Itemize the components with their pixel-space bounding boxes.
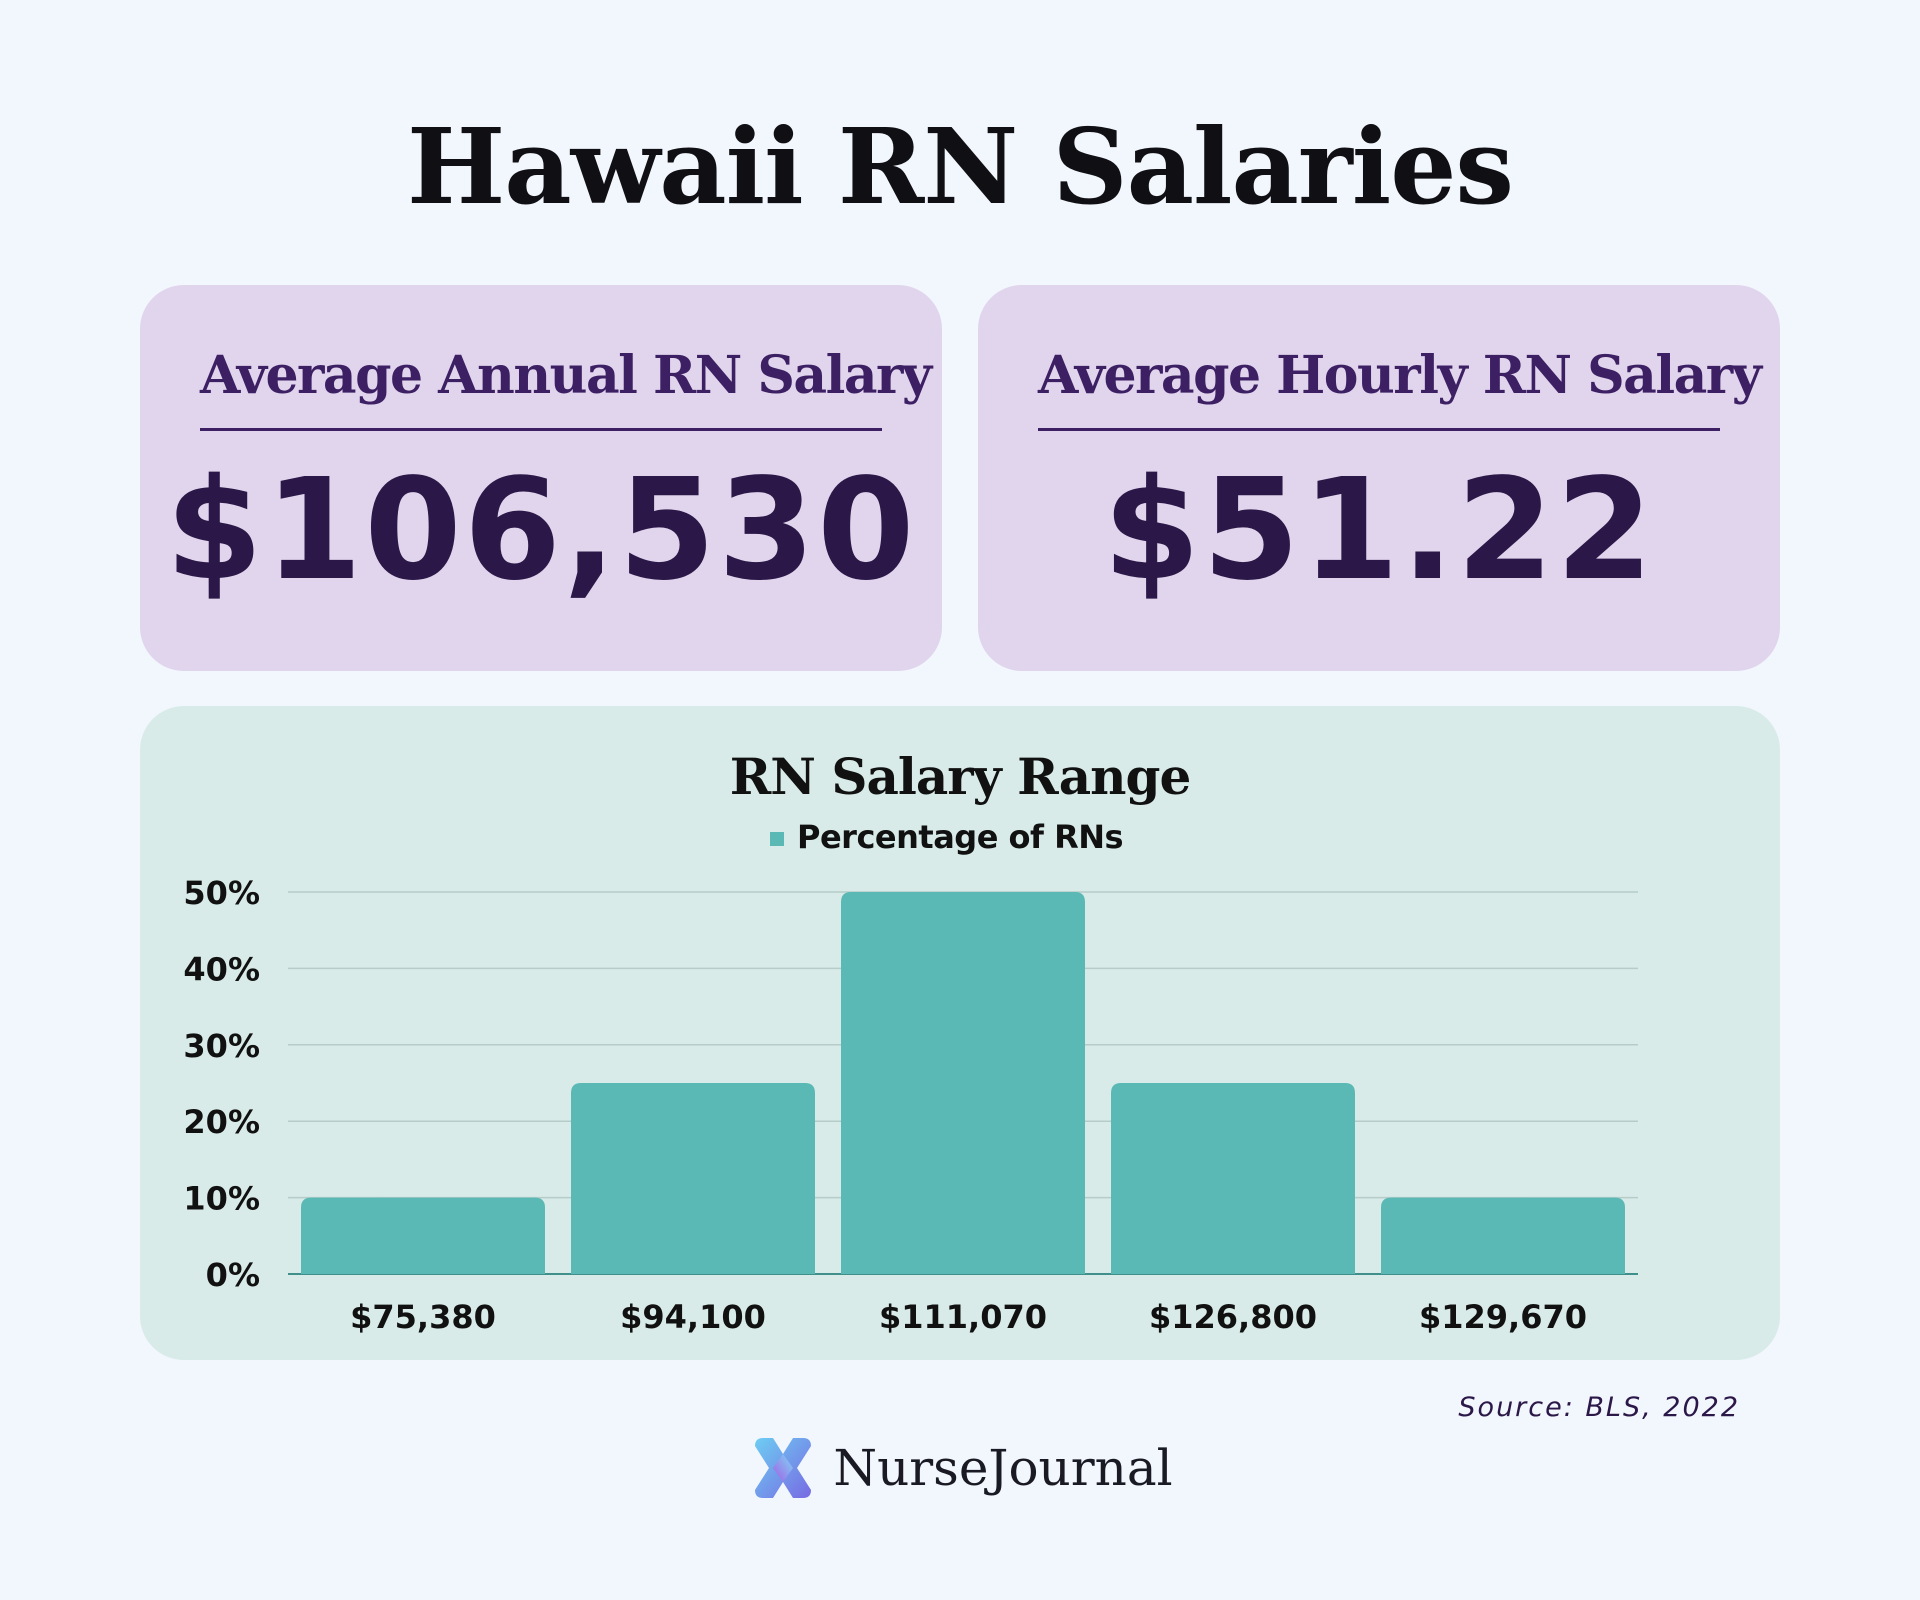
- x-tick-label: $75,380: [350, 1298, 496, 1336]
- salary-range-chart-card: RN Salary Range Percentage of RNs 0% 10% 2…: [140, 706, 1780, 1360]
- page-title: Hawaii RN Salaries: [407, 105, 1514, 228]
- bar: [1381, 1197, 1625, 1274]
- y-tick-label: 20%: [183, 1103, 260, 1141]
- bar: [841, 892, 1085, 1274]
- chart-title: RN Salary Range: [730, 747, 1191, 806]
- bar: [1111, 1083, 1355, 1274]
- hourly-salary-value: $51.22: [1102, 449, 1656, 612]
- annual-salary-value: $106,530: [165, 449, 917, 612]
- x-tick-label: $129,670: [1419, 1298, 1587, 1336]
- source-note: Source: BLS, 2022: [1458, 1392, 1740, 1423]
- y-tick-label: 50%: [183, 874, 260, 912]
- y-tick-label: 30%: [183, 1027, 260, 1065]
- legend-label: Percentage of RNs: [797, 818, 1123, 856]
- brand-name: NurseJournal: [833, 1439, 1173, 1497]
- y-tick-label: 0%: [206, 1256, 260, 1294]
- chart-legend: Percentage of RNs: [770, 818, 1124, 856]
- bar: [301, 1197, 545, 1274]
- annual-salary-label: Average Annual RN Salary: [200, 345, 932, 431]
- bar: [571, 1083, 815, 1274]
- salary-range-chart: RN Salary Range Percentage of RNs 0% 10% 2…: [183, 747, 1638, 1336]
- nursejournal-logo-icon: [755, 1438, 812, 1498]
- annual-salary-card: Average Annual RN Salary $106,530: [140, 285, 942, 671]
- x-tick-label: $111,070: [879, 1298, 1047, 1336]
- y-tick-label: 40%: [183, 950, 260, 988]
- hourly-salary-label: Average Hourly RN Salary: [1038, 345, 1762, 431]
- hourly-salary-card: Average Hourly RN Salary $51.22: [978, 285, 1780, 671]
- brand-footer: NurseJournal: [0, 1428, 1920, 1508]
- y-tick-label: 10%: [183, 1180, 260, 1218]
- x-tick-label: $94,100: [620, 1298, 766, 1336]
- legend-swatch: [770, 832, 784, 846]
- x-tick-label: $126,800: [1149, 1298, 1317, 1336]
